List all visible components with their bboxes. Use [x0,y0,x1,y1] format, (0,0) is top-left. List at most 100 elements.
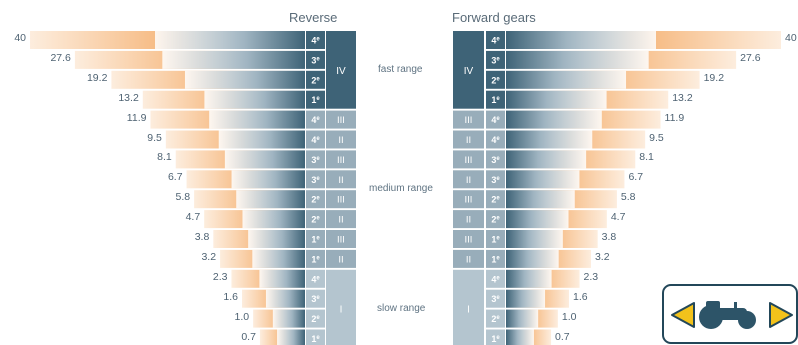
forward-range-numeral: II [466,175,471,186]
forward-speed-label: 2.3 [583,270,599,283]
reverse-range-cell [326,249,356,268]
reverse-gear-number: 4e [311,36,320,46]
reverse-gear-shade [184,70,305,89]
forward-gear-number: 1e [491,334,500,344]
forward-range-cell [453,249,484,268]
reverse-gear-number: 4e [311,115,320,125]
forward-speed-label: 19.2 [703,71,725,84]
reverse-gear-cell [306,50,325,69]
reverse-range-numeral: II [338,215,343,226]
forward-speed-label: 1.6 [573,290,588,303]
reverse-range-cell [326,150,356,169]
reverse-range-cell [326,190,356,209]
forward-gears-title: Forward gears [452,10,536,25]
forward-gear-shade [506,309,539,328]
forward-gear-cell [486,269,505,288]
reverse-range-block-label: IV [336,66,346,77]
forward-gear-shade [506,269,552,288]
reverse-range-cell [326,130,356,149]
forward-gear-cell [486,190,505,209]
reverse-gear-number: 1e [311,95,320,105]
reverse-speed-label: 13.2 [118,91,139,104]
reverse-gear-shade [265,289,305,308]
reverse-gear-number: 1e [311,334,320,344]
reverse-gear-cell [306,269,325,288]
tractor-icon[interactable] [698,299,760,331]
forward-gear-cell [486,249,505,268]
reverse-speed-label: 4.7 [185,211,201,224]
forward-gear-shade [506,130,593,149]
forward-gear-shade [506,230,563,248]
forward-speed-label: 3.2 [594,250,610,263]
forward-gear-number: 4e [491,135,500,145]
reverse-gear-cell [306,31,325,49]
forward-range-numeral: III [465,235,473,246]
reverse-gear-shade [236,190,305,209]
reverse-range-cell [326,170,356,189]
forward-gear-cell [486,309,505,328]
forward-gear-number: 3e [491,294,500,304]
forward-gear-number: 1e [491,235,500,245]
forward-gear-shade [506,70,627,89]
reverse-title: Reverse [289,10,338,25]
reverse-range-numeral: II [338,254,343,265]
forward-gear-cell [486,329,505,345]
reverse-gear-number: 4e [311,274,320,284]
arrow-right-icon[interactable] [768,301,794,329]
forward-gear-number: 2e [491,75,500,85]
forward-gear-number: 2e [491,215,500,225]
reverse-gear-cell [306,70,325,89]
reverse-speed-label: 27.6 [50,51,71,64]
forward-range-numeral: III [465,155,473,166]
forward-range-block [453,31,484,109]
forward-speed-label: 1.0 [561,310,577,323]
reverse-gear-shade [224,150,305,169]
forward-speed-label: 13.2 [672,91,693,104]
reverse-speed-label: 9.5 [147,131,162,144]
forward-gear-cell [486,130,505,149]
forward-range-numeral: II [466,135,471,146]
forward-gear-cell [486,50,505,69]
slow-range-label: slow range [377,303,426,314]
reverse-gear-shade [209,110,305,129]
forward-gear-shade [506,90,607,109]
reverse-speed-label: 40 [14,32,26,44]
reverse-gear-shade [252,249,305,268]
reverse-gear-number: 3e [311,155,320,165]
reverse-gear-number: 2e [311,75,320,85]
reverse-range-block [326,31,356,109]
reverse-speed-label: 19.2 [86,71,108,84]
reverse-gear-cell [306,130,325,149]
forward-gear-cell [486,210,505,229]
reverse-gear-number: 4e [311,135,320,145]
forward-gear-cell [486,230,505,248]
reverse-speed-label: 5.8 [175,191,191,204]
forward-gear-shade [506,210,569,229]
forward-speed-label: 4.7 [610,211,626,224]
reverse-gear-number: 3e [311,175,320,185]
reverse-gear-cell [306,170,325,189]
reverse-speed-label: 0.7 [241,330,256,343]
reverse-gear-number: 1e [311,254,320,264]
reverse-speed-label: 2.3 [212,270,228,283]
forward-range-cell [453,130,484,149]
forward-range-block-label: IV [464,66,474,77]
forward-range-numeral: III [465,115,473,126]
forward-gear-shade [506,150,587,169]
forward-gear-shade [506,50,649,69]
forward-speed-label: 40 [785,32,797,44]
forward-gear-number: 3e [491,175,500,185]
forward-range-numeral: III [465,195,473,206]
forward-speed-label: 5.8 [620,191,636,204]
forward-gear-cell [486,150,505,169]
arrow-left-icon[interactable] [670,301,696,329]
reverse-gear-shade [272,309,305,328]
reverse-range-numeral: III [337,195,345,206]
forward-gear-cell [486,170,505,189]
reverse-gear-cell [306,230,325,248]
reverse-range-numeral: III [337,155,345,166]
reverse-gear-shade [277,329,305,345]
forward-gear-number: 4e [491,115,500,125]
